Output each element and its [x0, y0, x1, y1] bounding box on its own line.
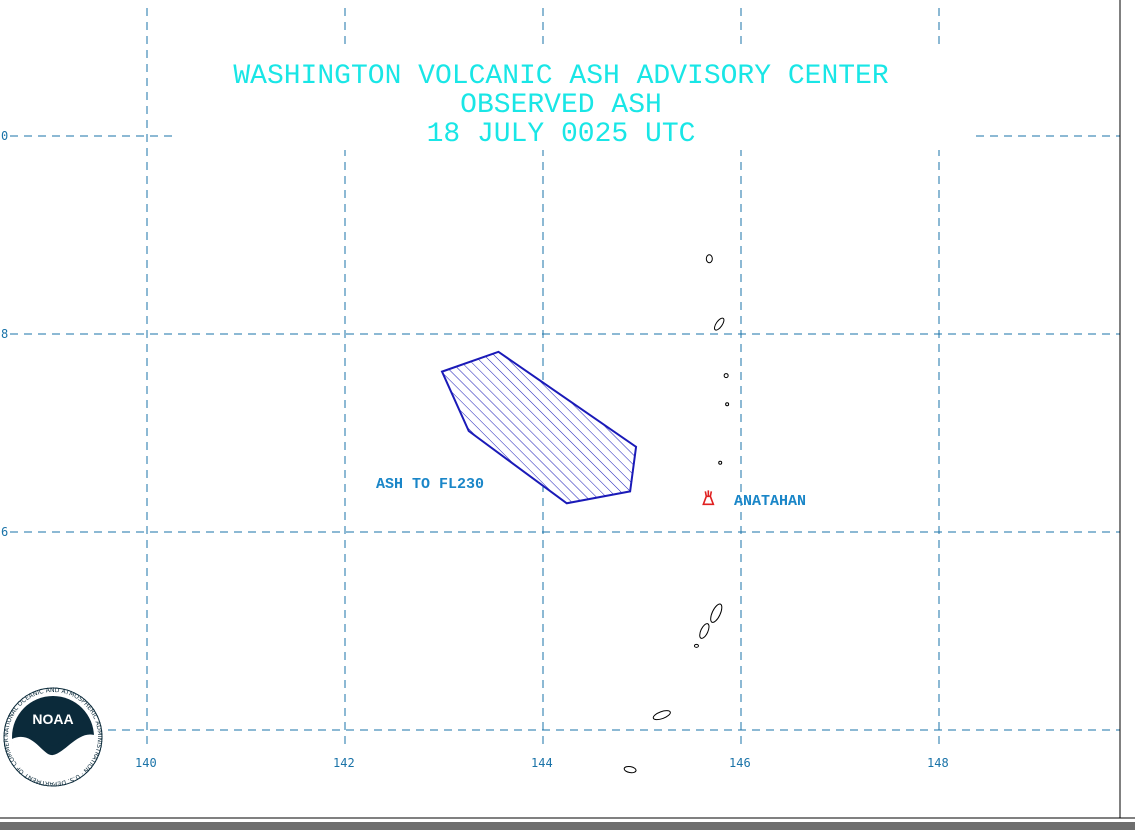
noaa-logo-icon: NOAA NATIONAL OCEANIC AND ATMOSPHERIC AD… — [3, 687, 103, 787]
ash-cloud-area — [440, 350, 638, 505]
title-backing — [175, 50, 970, 150]
latitude-label-2: 6 — [1, 525, 8, 539]
latitude-label-1: 8 — [1, 327, 8, 341]
graticule: 0 8 6 140 142 144 146 148 — [1, 8, 1120, 770]
longitude-label-3: 146 — [729, 756, 751, 770]
title-product: OBSERVED ASH — [460, 90, 662, 121]
tinian-island — [699, 623, 710, 639]
longitude-label-2: 144 — [531, 756, 553, 770]
island-4 — [725, 402, 730, 407]
saipan-island — [710, 603, 723, 623]
coastlines — [623, 254, 730, 774]
rota-island — [652, 710, 671, 721]
volcano-icon — [702, 490, 715, 506]
island-2 — [714, 317, 725, 331]
longitude-label-1: 142 — [333, 756, 355, 770]
title-agency: WASHINGTON VOLCANIC ASH ADVISORY CENTER — [233, 61, 889, 92]
title-timestamp: 18 JULY 0025 UTC — [427, 119, 696, 150]
longitude-label-0: 140 — [135, 756, 157, 770]
island-3 — [723, 373, 729, 379]
longitude-label-4: 148 — [927, 756, 949, 770]
ash-area-label: ASH TO FL230 — [376, 476, 484, 493]
island-5 — [718, 460, 723, 465]
window-bottom-bar — [0, 822, 1135, 830]
aguijan-island — [693, 643, 699, 648]
island-1 — [705, 254, 713, 264]
noaa-logo-text: NOAA — [32, 711, 73, 727]
volcano-name-label: ANATAHAN — [734, 493, 806, 510]
guam-island — [623, 765, 637, 774]
latitude-label-0: 0 — [1, 129, 8, 143]
